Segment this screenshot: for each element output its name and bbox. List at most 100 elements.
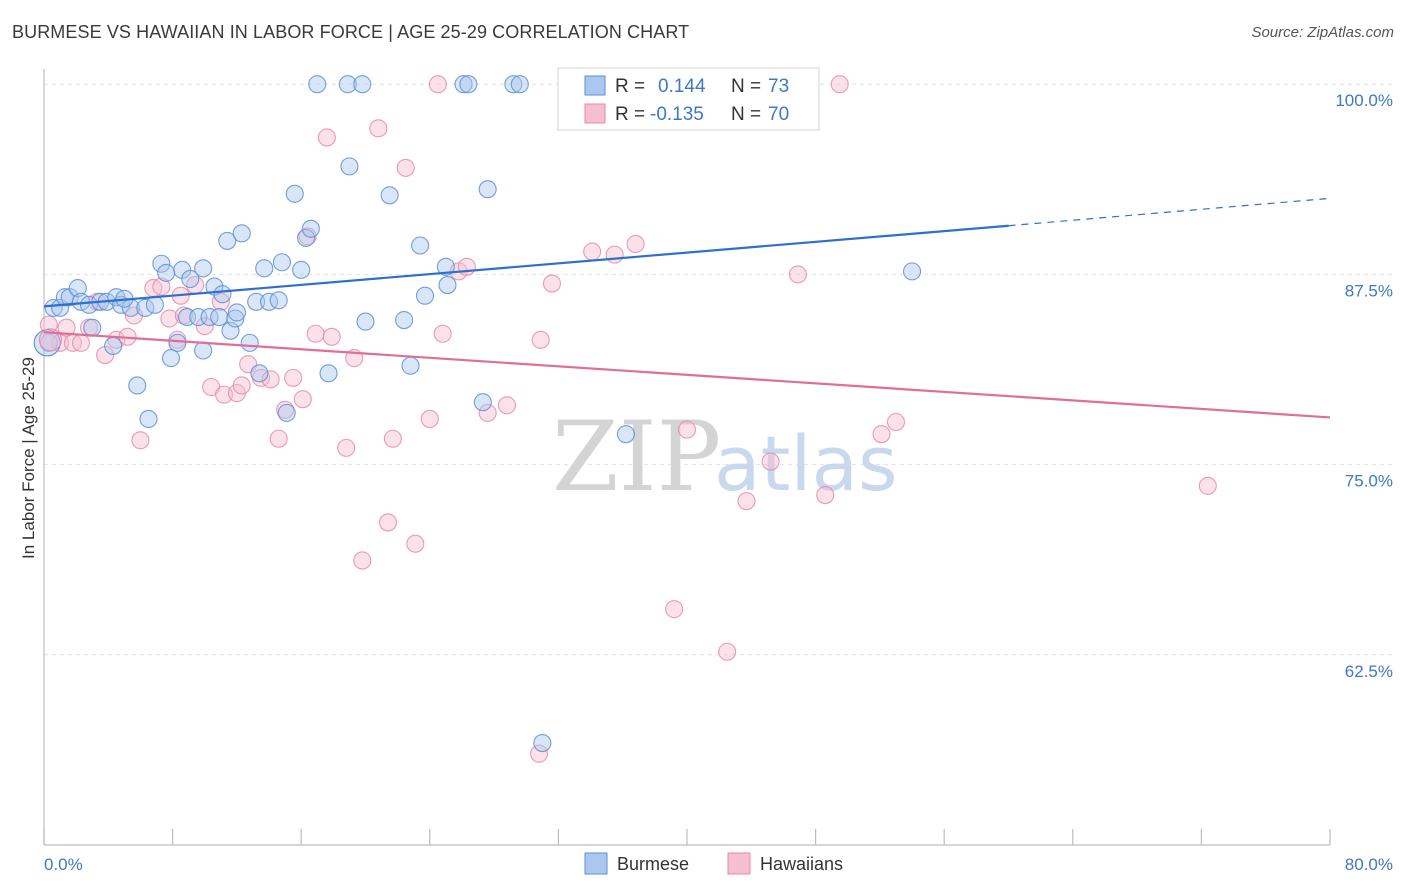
hawaiians-point-44	[420, 409, 439, 429]
burmese-point-35	[226, 309, 245, 328]
burmese-point-40	[255, 259, 274, 278]
burmese-point-46	[296, 228, 316, 247]
burmese-point-70	[272, 253, 291, 272]
hawaiians-point-24	[232, 376, 251, 395]
burmese-point-7	[79, 295, 99, 314]
hawaiians-point-53	[583, 242, 602, 261]
legend-n-value-burmese: 73	[768, 76, 789, 97]
hawaiians-point-48	[478, 403, 497, 422]
burmese-point-29	[200, 307, 219, 327]
hawaiians-point-69	[830, 75, 849, 94]
hawaiians-point-54	[605, 245, 624, 264]
burmese-point-52	[401, 356, 420, 375]
chart-title: BURMESE VS HAWAIIAN IN LABOR FORCE | AGE…	[12, 22, 690, 42]
burmese-point-68	[504, 75, 523, 94]
burmese-point-22	[168, 333, 187, 352]
hawaiians-point-66	[428, 75, 447, 94]
hawaiians-point-30	[284, 368, 303, 387]
hawaiians-point-14	[160, 309, 179, 328]
hawaiians-point-65	[1198, 476, 1217, 495]
burmese-point-37	[240, 333, 259, 352]
burmese-point-58	[616, 425, 635, 444]
burmese-point-34	[221, 321, 240, 340]
burmese-point-38	[247, 292, 266, 311]
legend-n-value-hawaiians: 70	[768, 104, 789, 125]
x-tick-label-1: 80.0%	[1345, 855, 1393, 874]
burmese-point-5	[68, 279, 87, 298]
hawaiians-point-11	[131, 431, 150, 450]
hawaiians-point-33	[306, 324, 325, 343]
hawaiians-point-cluster	[38, 328, 62, 352]
burmese-point-59	[902, 262, 922, 281]
watermark-zip: ZIP	[552, 401, 721, 513]
hawaiians-point-31	[293, 390, 312, 409]
hawaiians-point-57	[677, 420, 697, 439]
trend-lines	[43, 197, 1331, 419]
legend-r-value-hawaiians: -0.135	[650, 104, 704, 125]
y-tick-label-3: 100.0%	[1335, 91, 1393, 110]
burmese-point-50	[356, 312, 375, 331]
burmese-point-39	[250, 364, 269, 383]
hawaiians-point-55	[626, 234, 645, 254]
burmese-point-18	[145, 295, 164, 314]
x-tick-labels: 0.0% 80.0%	[44, 855, 1393, 874]
burmese-point-56	[473, 393, 492, 412]
y-tick-label-0: 62.5%	[1345, 662, 1393, 681]
hawaiians-point-43	[406, 534, 425, 553]
hawaiians-point-39	[369, 119, 388, 138]
y-axis-label: In Labor Force | Age 25-29	[19, 357, 38, 559]
hawaiians-point-49	[497, 396, 517, 415]
burmese-point-32	[213, 285, 232, 304]
legend-n-label-burmese: N =	[731, 76, 761, 97]
hawaiians-point-61	[788, 265, 807, 284]
hawaiians-point-45	[433, 324, 452, 343]
hawaiians-point-60	[761, 452, 780, 471]
burmese-point-60	[533, 734, 552, 753]
hawaiians-point-28	[269, 429, 288, 448]
legend-r-value-burmese: 0.144	[658, 76, 706, 97]
burmese-point-66	[454, 75, 473, 94]
burmese-point-69	[510, 75, 529, 94]
hawaiians-point-21	[211, 292, 230, 311]
burmese-point-55	[438, 276, 457, 295]
y-tick-label-1: 75.0%	[1345, 472, 1393, 491]
burmese-point-20	[157, 263, 176, 282]
watermark: ZIP atlas	[552, 401, 898, 513]
hawaiians-trend-line	[43, 331, 1331, 419]
burmese-point-19	[152, 254, 171, 273]
legend-r-label-hawaiians: R =	[615, 104, 645, 125]
hawaiians-point-38	[353, 551, 372, 570]
burmese-point-16	[136, 298, 155, 317]
hawaiians-point-40	[378, 513, 398, 532]
burmese-point-49	[340, 157, 359, 176]
burmese-point-48	[319, 364, 338, 383]
hawaiians-point-58	[718, 642, 737, 661]
x-tick-label-0: 0.0%	[44, 855, 83, 874]
burmese-point-63	[308, 75, 327, 94]
burmese-point-15	[128, 376, 147, 395]
burmese-point-11	[104, 336, 123, 355]
hawaiians-point-29	[276, 400, 295, 419]
bottom-legend: Burmese Hawaiians	[584, 852, 843, 875]
hawaiians-point-47	[457, 257, 476, 276]
burmese-point-43	[277, 403, 296, 422]
hawaiians-point-2	[57, 318, 76, 337]
burmese-point-33	[218, 231, 237, 250]
hawaiians-point-35	[322, 327, 341, 346]
hawaiians-point-51	[531, 330, 550, 349]
burmese-point-17	[139, 409, 158, 429]
legend-swatch-burmese	[584, 75, 606, 96]
hawaiians-point-62	[816, 485, 835, 505]
burmese-point-36	[232, 224, 251, 243]
bottom-legend-label-hawaiians: Hawaiians	[760, 854, 843, 874]
hawaiians-point-19	[195, 317, 214, 336]
hawaiians-point-17	[174, 306, 193, 325]
burmese-point-42	[269, 291, 288, 310]
hawaiians-point-63	[872, 425, 891, 444]
burmese-point-53	[411, 236, 430, 255]
burmese-point-25	[181, 269, 200, 289]
y-tick-label-2: 87.5%	[1345, 281, 1393, 300]
source-label: Source: ZipAtlas.com	[1251, 24, 1394, 41]
burmese-point-71	[227, 303, 246, 322]
hawaiians-point-59	[737, 492, 756, 511]
